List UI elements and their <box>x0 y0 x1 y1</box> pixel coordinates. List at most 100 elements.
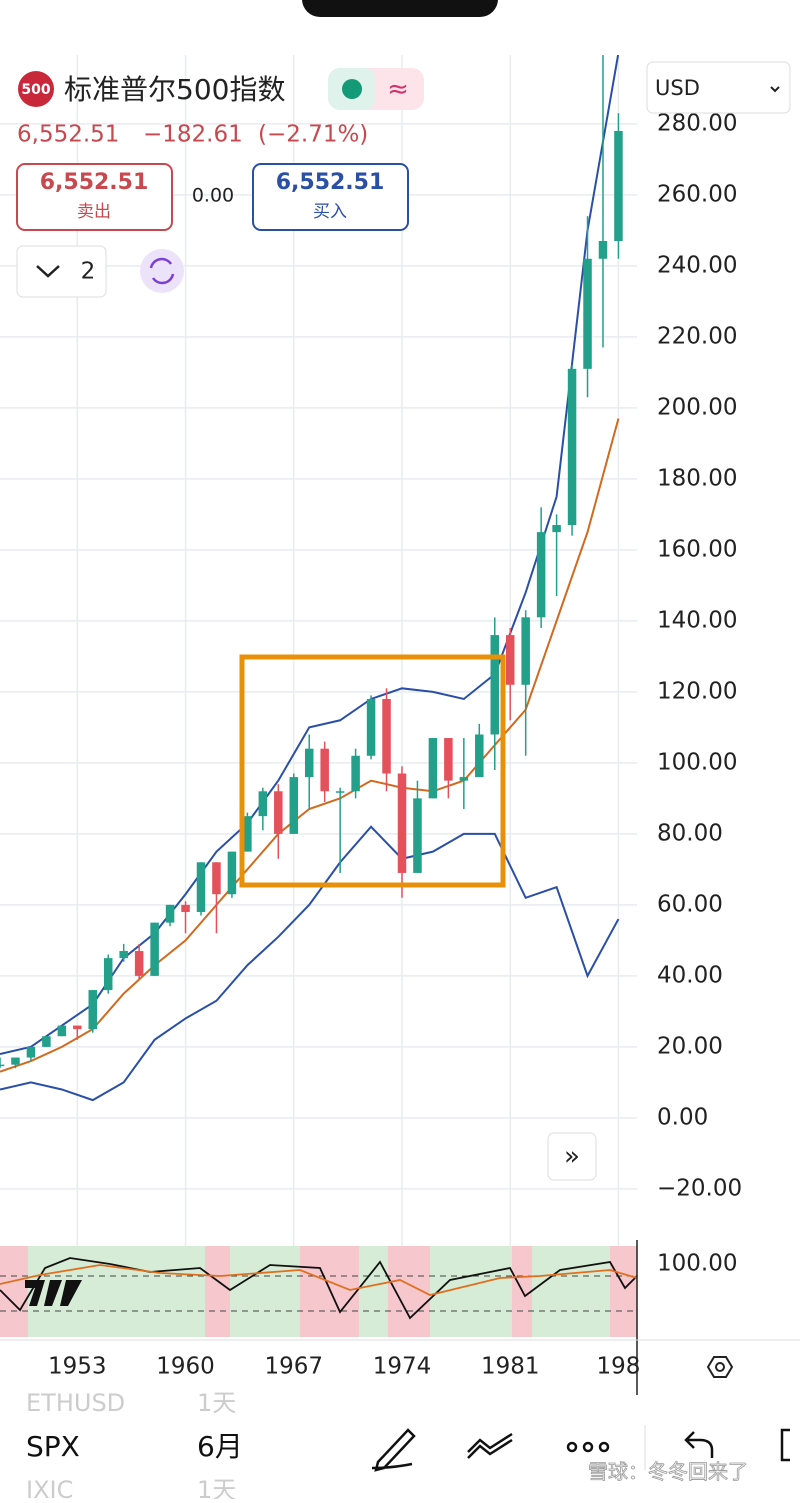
candle-body <box>552 525 561 533</box>
highlight-box <box>239 654 506 888</box>
candle-body <box>475 734 484 778</box>
buy-label: 买入 <box>313 202 347 222</box>
buy-price: 6,552.51 <box>276 170 385 195</box>
x-tick-label: 1953 <box>48 1354 107 1380</box>
y-tick-label: 180.00 <box>657 465 737 491</box>
candle-body <box>227 851 237 895</box>
candle-body <box>150 922 159 976</box>
wave-icon[interactable]: ≈ <box>387 75 409 105</box>
symbol[interactable]: SPX <box>26 1430 80 1463</box>
candle-body <box>382 698 391 774</box>
osc-band <box>322 1246 359 1337</box>
candle-body <box>42 1036 51 1047</box>
currency: USD <box>655 76 700 100</box>
currency-select[interactable] <box>646 61 791 114</box>
y-tick-label: 40.00 <box>657 962 723 988</box>
prev-symbol[interactable]: ETHUSD <box>26 1389 125 1417</box>
y-tick-label: 20.00 <box>657 1033 723 1059</box>
refresh-button[interactable] <box>140 249 184 293</box>
y-tick-label: 200.00 <box>657 394 737 420</box>
candle-body <box>320 748 329 792</box>
candle-body <box>397 773 407 873</box>
badge-text: 500 <box>21 82 50 98</box>
sell-price: 6,552.51 <box>40 170 149 195</box>
candle-body <box>181 904 190 912</box>
scroll-right-icon: » <box>564 1142 580 1172</box>
sell-label: 卖出 <box>77 202 111 222</box>
overlay-line <box>0 825 620 1102</box>
candle-body <box>119 951 128 959</box>
candle-body <box>536 532 546 618</box>
last-price: 6,552.51 <box>17 122 119 148</box>
market-dot <box>342 79 362 99</box>
y-tick-label: −20.00 <box>657 1175 742 1201</box>
x-tick-label: 198 <box>596 1354 640 1380</box>
candle-body <box>165 904 175 923</box>
chevron-icon <box>770 86 780 93</box>
plot <box>0 55 623 1102</box>
layout-button[interactable] <box>16 245 107 298</box>
y-tick-label: 160.00 <box>657 536 737 562</box>
x-tick-label: 1960 <box>156 1354 215 1380</box>
x-tick-label: 1967 <box>264 1354 323 1380</box>
candle-body <box>444 738 453 781</box>
y-tick-label: 100.00 <box>657 749 737 775</box>
axes: −20.000.0020.0040.0060.0080.00100.00120.… <box>48 110 742 1379</box>
candle-body <box>413 798 422 873</box>
scroll-right-button[interactable] <box>547 1132 597 1181</box>
y-tick-label: 220.00 <box>657 323 737 349</box>
candle-body <box>243 816 252 852</box>
chevron-icon <box>36 265 60 278</box>
x-tick-label: 1974 <box>373 1354 432 1380</box>
osc-band <box>610 1246 637 1337</box>
candle-body <box>88 990 98 1030</box>
watermark: 雪球：冬冬回来了 <box>588 1460 748 1484</box>
candle-body <box>459 777 469 781</box>
candle-body <box>103 958 113 991</box>
next-symbol[interactable]: IXIC <box>26 1476 73 1503</box>
y-tick-label: 60.00 <box>657 891 723 917</box>
candle-body <box>366 698 376 756</box>
more-icon[interactable] <box>566 1441 610 1453</box>
candle-body <box>614 130 623 242</box>
candle-body <box>567 368 577 526</box>
candle-body <box>274 791 283 834</box>
settings-icon[interactable] <box>706 1356 734 1378</box>
candle-body <box>212 862 221 895</box>
tv-logo <box>25 1280 82 1306</box>
redo-icon[interactable] <box>780 1428 790 1462</box>
candle-body <box>505 635 515 685</box>
candle-body <box>490 635 500 735</box>
y-tick-label: 120.00 <box>657 678 737 704</box>
interval[interactable]: 6月 <box>197 1430 243 1463</box>
candle-body <box>598 241 608 259</box>
candle-body <box>335 791 345 793</box>
prev-interval[interactable]: 1天 <box>197 1389 236 1417</box>
candle-body <box>351 755 360 792</box>
candle-body <box>583 258 592 369</box>
candle-body <box>521 617 530 685</box>
sell-button[interactable] <box>16 163 173 231</box>
price-change-pct: (−2.71%) <box>258 122 368 148</box>
y-tick-label: 280.00 <box>657 110 737 136</box>
candle-body <box>258 791 268 817</box>
osc-signal <box>0 1264 638 1296</box>
osc-band <box>0 1246 28 1337</box>
indicator-icon[interactable] <box>467 1432 513 1459</box>
draw-icon[interactable] <box>371 1428 416 1472</box>
settings-icon-dot <box>715 1362 725 1372</box>
candle-body <box>196 862 206 912</box>
status-pill <box>302 0 498 17</box>
candle-body <box>134 951 144 976</box>
layout-count: 2 <box>81 259 96 285</box>
undo-icon[interactable] <box>684 1431 714 1458</box>
overlay-line <box>0 55 620 1055</box>
y-tick-label: 260.00 <box>657 181 737 207</box>
candle-body <box>57 1025 67 1037</box>
refresh-icon <box>149 257 175 285</box>
buy-button[interactable] <box>252 163 409 231</box>
candle-body <box>289 777 299 834</box>
next-interval[interactable]: 1天 <box>197 1476 236 1503</box>
price-change: −182.61 <box>143 122 243 148</box>
